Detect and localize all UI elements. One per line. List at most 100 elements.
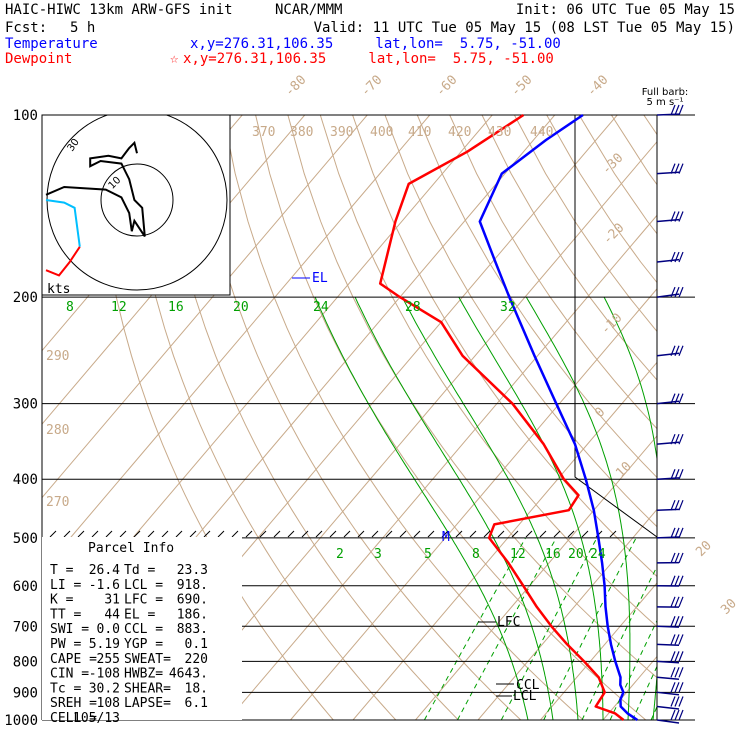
wind-barb — [656, 469, 684, 480]
isotherm-line — [352, 361, 657, 720]
parcel-field-value: -1.6 — [89, 578, 120, 593]
dry-adiabat-line — [709, 115, 740, 720]
freezing-hatch — [133, 530, 141, 538]
parcel-field-value: 918. — [177, 578, 208, 593]
freezing-hatch — [315, 530, 323, 538]
theta-label: 390 — [330, 125, 353, 140]
hodograph-trace — [45, 140, 146, 237]
parcel-field-value: 30.2 — [89, 681, 120, 696]
mixing-ratio-label: 12 — [510, 547, 526, 562]
parcel-field-value: 883. — [177, 622, 208, 637]
parcel-field-label: LI = — [50, 578, 81, 593]
parcel-field-label: HWBZ= — [124, 667, 163, 682]
theta-label: 270 — [46, 495, 69, 510]
star-icon: ☆ — [170, 51, 179, 67]
moist-adiabat-line — [603, 296, 657, 720]
pressure-tick-label: 200 — [13, 290, 38, 306]
pressure-tick-label: 700 — [13, 619, 38, 635]
parcel-field-value: 44 — [104, 607, 120, 622]
isotherm-line — [540, 582, 657, 720]
freezing-hatch — [301, 530, 309, 538]
chart-right-border — [574, 115, 658, 538]
parcel-field-value: 6.1 — [185, 696, 208, 711]
parcel-field-value: 690. — [177, 593, 208, 608]
freezing-hatch — [105, 530, 113, 538]
wind-barb — [656, 286, 684, 298]
parcel-field-value: 186. — [177, 607, 208, 622]
parcel-field-value: 105/13 — [73, 711, 120, 726]
isotherm-label: 20 — [693, 538, 715, 560]
ccl-marker: CCL — [516, 678, 540, 693]
pressure-tick-label: 500 — [13, 531, 38, 547]
isotherm-label: 0 — [592, 405, 608, 421]
hodograph-trace — [45, 199, 81, 247]
dry-adiabat-line — [190, 115, 522, 720]
freezing-hatch — [343, 530, 351, 538]
freezing-hatch — [147, 530, 155, 538]
parcel-field-label: LCL = — [124, 578, 163, 593]
theta-label: 280 — [46, 423, 69, 438]
parcel-field-label: LFC = — [124, 593, 163, 608]
theta-label: 410 — [408, 125, 431, 140]
pressure-tick-label: 300 — [13, 397, 38, 413]
hodograph-trace — [45, 246, 81, 277]
parcel-field-label: LAPSE= — [124, 696, 171, 711]
parcel-field-label: CAPE = — [50, 652, 97, 667]
wind-barb — [656, 696, 684, 710]
parcel-field-value: 18. — [185, 681, 208, 696]
theta-label: 420 — [448, 125, 471, 140]
parcel-field-value: 255 — [97, 652, 120, 667]
parcel-field-value: 31 — [104, 593, 120, 608]
pressure-tick-label: 1000 — [4, 713, 38, 729]
freezing-hatch — [483, 530, 491, 538]
moist-adiabat-label: 28 — [405, 300, 421, 315]
freezing-hatch — [427, 530, 435, 538]
freezing-hatch — [273, 530, 281, 538]
theta-label: 430 — [488, 125, 511, 140]
isotherm-label: 10 — [613, 459, 635, 481]
parcel-field-label: Tc = — [50, 681, 81, 696]
freezing-hatch — [259, 530, 267, 538]
dry-adiabat-line — [384, 115, 657, 528]
dry-adiabat-line — [676, 115, 740, 720]
freezing-hatch — [189, 530, 197, 538]
dry-adiabat-line — [352, 115, 657, 578]
wind-barb — [656, 163, 684, 175]
parcel-field-value: 220 — [185, 652, 208, 667]
isotherm-line — [290, 288, 657, 720]
wind-barb — [656, 682, 684, 696]
isotherm-label: 30 — [718, 596, 740, 618]
isotherm-label: -40 — [584, 73, 611, 100]
wind-barb — [656, 345, 684, 357]
parcel-field-label: Td = — [124, 563, 155, 578]
isotherm-line — [165, 140, 657, 720]
freezing-hatch — [329, 530, 337, 538]
moist-adiabat-label: 32 — [500, 300, 516, 315]
lcl-marker: LCL — [513, 689, 537, 704]
freezing-hatch — [91, 530, 99, 538]
parcel-field-value: 108 — [97, 696, 120, 711]
parcel-field-value: 0.1 — [185, 637, 208, 652]
theta-label: 440 — [530, 125, 553, 140]
mixing-ratio-label: 3 — [374, 547, 382, 562]
dry-adiabat-line — [546, 115, 657, 284]
freezing-hatch — [469, 530, 477, 538]
moist-adiabat-label: 8 — [66, 300, 74, 315]
parcel-field-label: EL = — [124, 607, 155, 622]
pressure-tick-label: 600 — [13, 579, 38, 595]
parcel-field-label: CELL = — [50, 711, 97, 726]
wind-legend-unit: 5 m s⁻¹ — [647, 97, 684, 108]
theta-label: 380 — [290, 125, 313, 140]
parcel-field-label: CCL = — [124, 622, 163, 637]
moist-adiabat-label: 16 — [168, 300, 184, 315]
mixing-ratio-label: 16 — [545, 547, 561, 562]
parcel-field-label: TT = — [50, 607, 81, 622]
parcel-field-label: PW = — [50, 637, 81, 652]
mixing-ratio-line — [457, 537, 557, 720]
freezing-hatch — [161, 530, 169, 538]
lfc-marker: LFC — [497, 615, 520, 630]
temperature-legend: Temperature — [5, 36, 98, 52]
dewpoint-location: x,y=276.31,106.35 lat,lon= 5.75, -51.00 — [183, 51, 554, 67]
freezing-hatch — [245, 530, 253, 538]
